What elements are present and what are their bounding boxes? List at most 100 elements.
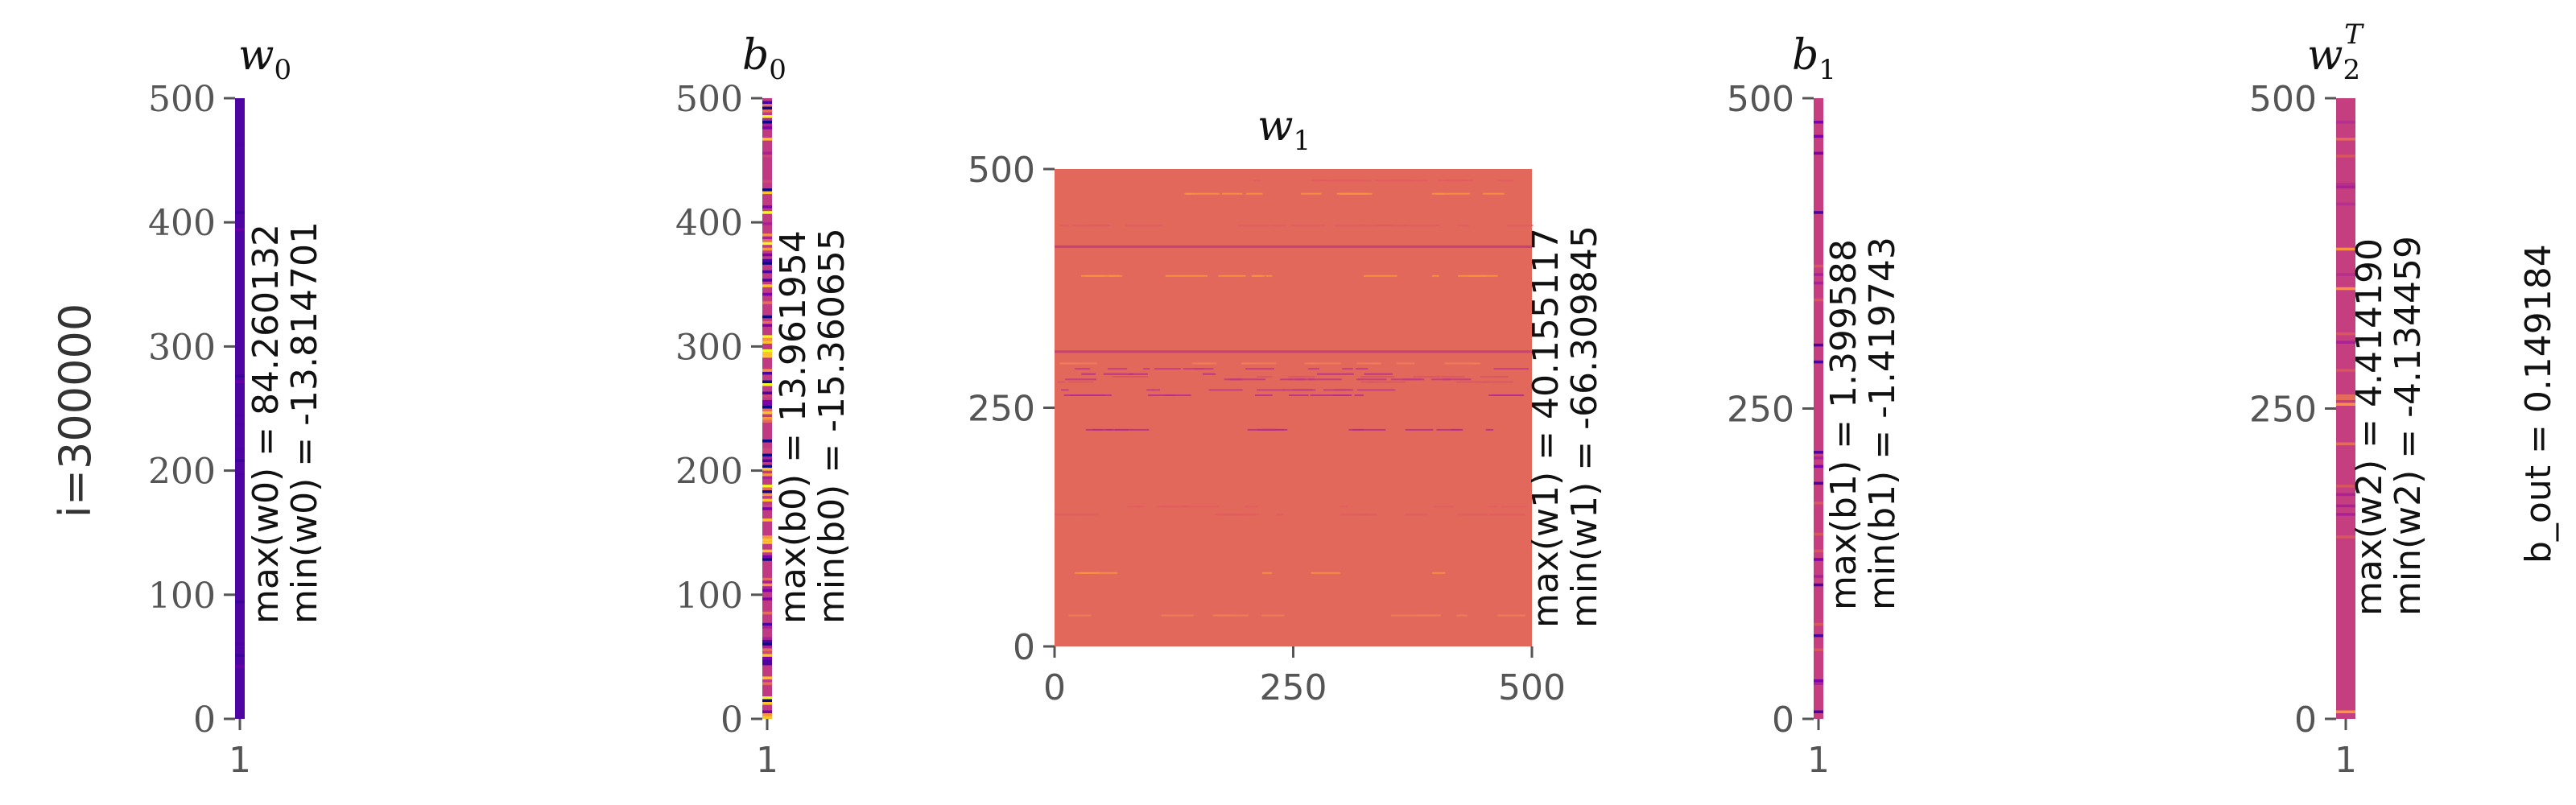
heatmap-cell-b0 (762, 476, 772, 480)
heatmap-cell-w2 (2336, 185, 2355, 189)
heatmap-cell-w1 (1457, 514, 1488, 516)
heatmap-cell-w1 (1368, 381, 1406, 383)
heatmap-cell-b1 (1814, 622, 1823, 626)
heatmap-cell-w2 (2336, 121, 2355, 124)
heatmap-cell-w1 (1340, 506, 1348, 508)
y-axis-b1: 0 250 500 1 (1727, 79, 1830, 781)
heatmap-cell-b0 (762, 380, 772, 383)
y-tick-label-b1: 0 (1772, 700, 1794, 741)
heatmap-cell-b0 (762, 337, 772, 341)
heatmap-cell-w1 (1357, 389, 1396, 391)
heatmap-cell-b0 (762, 659, 772, 663)
heatmap-cell-w1 (1310, 394, 1347, 396)
heatmap-cell-b0 (762, 639, 772, 643)
heatmap-cell-w1 (1443, 378, 1472, 381)
heatmap-cell-w1 (1489, 514, 1525, 516)
heatmap-cell-b0 (762, 258, 772, 262)
heatmap-cell-w1 (1294, 378, 1305, 381)
bias-out-label: b_out = 0.149184 (2518, 244, 2559, 564)
heatmap-cell-w1 (1470, 362, 1479, 365)
heatmap-cell-w0 (235, 211, 245, 214)
heatmap-cell-b0 (762, 676, 772, 679)
heatmap-cell-w1 (1342, 368, 1353, 370)
heatmap-cell-b0 (762, 507, 772, 510)
heatmap-cell-b0 (762, 588, 772, 592)
heatmap-cell-b0 (762, 456, 772, 460)
stat-min-w0: min(w0) = -13.814701 (284, 221, 325, 624)
heatmap-cell-w1 (1488, 506, 1498, 508)
heatmap-cell-w1 (1252, 275, 1263, 277)
heatmap-cell-w1 (1059, 225, 1069, 227)
heatmap-cell-b0 (762, 645, 772, 649)
heatmap-cell-w1 (1105, 428, 1129, 431)
heatmap-cell-w1 (1229, 378, 1265, 381)
heatmap-cell-w1 (1137, 506, 1145, 508)
heatmap-cell-w0 (235, 380, 245, 383)
heatmap-cell-b0 (762, 324, 772, 327)
heatmap-cell-w1 (1280, 378, 1293, 381)
y-tick-label-b0: 400 (675, 203, 743, 244)
heatmap-cell-b0 (762, 642, 772, 646)
heatmap-cell-w2 (2336, 247, 2355, 251)
x-tick-label-w0: 1 (229, 740, 251, 781)
heatmap-b1 (1814, 98, 1823, 719)
heatmap-cell-w1 (1359, 514, 1377, 516)
heatmap-cell-w2 (2336, 332, 2355, 336)
heatmap-cell-w1 (1356, 362, 1381, 365)
heatmap-cell-b0 (762, 702, 772, 705)
heatmap-cell-w1 (1436, 428, 1463, 431)
heatmap-cell-b0 (762, 637, 772, 640)
heatmap-cell-b1 (1814, 481, 1823, 485)
heatmap-cell-w1 (1165, 275, 1180, 277)
heatmap-cell-b0 (762, 383, 772, 386)
heatmap-cell-w1 (1068, 381, 1094, 383)
y-axis-b0: 0 100 200 300 400 500 1 (675, 79, 778, 781)
heatmap-cell-b1 (1814, 502, 1823, 505)
heatmap-cell-w1 (1197, 362, 1217, 365)
heatmap-cell-b0 (762, 101, 772, 104)
heatmap-cell-w1 (1348, 192, 1368, 195)
heatmap-cell-b0 (762, 205, 772, 208)
heatmap-cell-w1 (1224, 614, 1249, 617)
title-w2: w2T (2307, 19, 2364, 86)
heatmap-cell-w1 (1485, 428, 1494, 431)
heatmap-cell-b0 (762, 349, 772, 353)
x-tick-label-w1: 0 (1043, 667, 1066, 708)
heatmap-cell-b0 (762, 611, 772, 615)
heatmap-cell-w1 (1396, 362, 1415, 365)
heatmap-cell-w1 (1261, 614, 1285, 617)
heatmap-cell-w1 (1497, 614, 1525, 617)
heatmap-cell-w2 (2336, 369, 2355, 372)
heatmap-cell-w2 (2336, 535, 2355, 539)
heatmap-cell-w1 (1364, 275, 1397, 277)
heatmap-cell-b0 (762, 284, 772, 287)
heatmap-cell-b0 (762, 341, 772, 344)
heatmap-cell-w1 (1371, 362, 1381, 365)
heatmap-cell-w1 (1224, 378, 1243, 381)
heatmap-cell-w2 (2336, 341, 2355, 344)
heatmap-cell-w1 (1340, 180, 1365, 182)
heatmap-cell-w1 (1115, 428, 1150, 431)
heatmap-cell-w1 (1458, 275, 1486, 277)
heatmap-cell-w0 (235, 459, 245, 463)
heatmap-cell-w1 (1445, 180, 1473, 182)
panel-w2: w2T 0 250 500 1 max(w2) = 4.414190 min(w2) … (2249, 19, 2429, 781)
heatmap-cell-b0 (762, 222, 772, 225)
heatmap-cell-w1 (1354, 394, 1364, 396)
heatmap-cell-w1 (1488, 394, 1524, 396)
heatmap-cell-b1 (1814, 682, 1823, 685)
heatmap-cell-b1 (1814, 281, 1823, 285)
stat-max-w0: max(w0) = 84.260132 (246, 224, 287, 624)
heatmap-cell-w1 (1493, 368, 1529, 370)
heatmap-cell-w1 (1161, 614, 1194, 617)
heatmap-cell-w1 (1456, 381, 1489, 383)
heatmap-cell-w1 (1148, 394, 1175, 396)
heatmap-cell-w1 (1356, 368, 1368, 370)
heatmap-cell-b0 (762, 417, 772, 420)
x-tick-label-b1: 1 (1807, 740, 1830, 781)
heatmap-cell-b0 (762, 580, 772, 584)
heatmap-cell-b0 (762, 315, 772, 319)
panel-w1: w1 0 250 500 0 250 500 max(w1) = 40.155117 mi… (968, 102, 1605, 708)
heatmap-cell-b0 (762, 106, 772, 109)
